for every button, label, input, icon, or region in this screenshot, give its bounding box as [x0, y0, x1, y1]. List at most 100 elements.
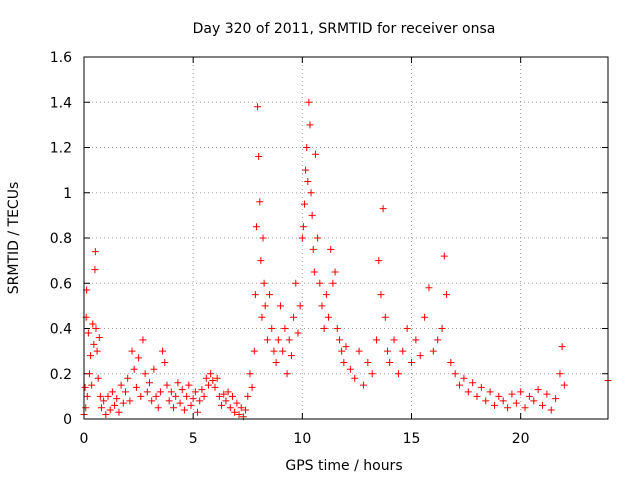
data-point [141, 370, 149, 378]
data-point [304, 177, 312, 185]
x-tick-label: 5 [189, 431, 198, 447]
y-tick-label: 0.2 [50, 367, 72, 383]
data-point [381, 313, 389, 321]
data-point [152, 392, 160, 400]
y-tick-label: 0.8 [50, 231, 72, 247]
data-point [213, 374, 221, 382]
data-point [486, 388, 494, 396]
data-point [252, 223, 260, 231]
data-point [421, 313, 429, 321]
data-point [135, 354, 143, 362]
data-point [302, 166, 310, 174]
x-tick-label: 0 [80, 431, 89, 447]
data-point [346, 365, 354, 373]
data-point [87, 352, 95, 360]
tick-labels: 0 5 10 15 20 0 0.2 0.4 0.6 0.8 1 1.2 1.4 1.6 [50, 50, 530, 447]
data-point [274, 336, 282, 344]
data-point [196, 397, 204, 405]
data-point [490, 401, 498, 409]
x-tick-label: 10 [293, 431, 311, 447]
data-point [260, 279, 268, 287]
data-point [340, 358, 348, 366]
data-point [111, 401, 119, 409]
y-tick-label: 0 [63, 412, 72, 428]
data-point [287, 352, 295, 360]
data-point [178, 386, 186, 394]
data-point [261, 302, 269, 310]
data-point [100, 397, 108, 405]
data-point [215, 392, 223, 400]
chart-title: Day 320 of 2011, SRMTID for receiver ons… [193, 21, 496, 37]
data-point [121, 388, 129, 396]
data-point [469, 379, 477, 387]
data-point [456, 381, 464, 389]
data-point [517, 388, 525, 396]
data-point [185, 381, 193, 389]
data-point [198, 386, 206, 394]
data-point [209, 377, 217, 385]
data-point [375, 257, 383, 265]
data-point [307, 189, 315, 197]
data-point [165, 397, 173, 405]
data-point [96, 392, 104, 400]
data-point [299, 223, 307, 231]
data-point [311, 150, 319, 158]
data-point [464, 388, 472, 396]
data-point [508, 390, 516, 398]
data-point [283, 370, 291, 378]
data-point [290, 313, 298, 321]
data-point [338, 347, 346, 355]
data-point [530, 397, 538, 405]
data-point [504, 404, 512, 412]
data-point [94, 374, 102, 382]
data-point [126, 397, 134, 405]
data-point [521, 404, 529, 412]
data-point [263, 336, 271, 344]
data-point [85, 370, 93, 378]
data-point [244, 392, 252, 400]
data-point [91, 248, 99, 256]
data-point [130, 365, 138, 373]
data-point [322, 291, 330, 299]
data-point [117, 381, 125, 389]
data-point [320, 325, 328, 332]
data-point [368, 370, 376, 378]
data-point [90, 340, 98, 348]
data-point [108, 388, 116, 396]
data-point [331, 268, 339, 276]
data-point [272, 358, 280, 366]
data-point [91, 266, 99, 274]
data-point [92, 325, 100, 332]
data-point [104, 392, 112, 400]
data-point [298, 234, 306, 242]
data-point [308, 211, 316, 219]
data-point [281, 325, 289, 332]
x-tick-label: 20 [512, 431, 530, 447]
data-point [266, 291, 274, 299]
data-point [183, 392, 191, 400]
data-point [93, 347, 101, 355]
data-point [355, 347, 363, 355]
data-point [386, 358, 394, 366]
data-point [377, 291, 385, 299]
data-point [194, 408, 202, 416]
data-point [161, 358, 169, 366]
data-point [558, 343, 566, 351]
data-point [460, 374, 468, 382]
y-tick-label: 1.6 [50, 50, 72, 66]
data-point [88, 381, 96, 389]
data-point [251, 291, 259, 299]
data-point [379, 205, 387, 213]
data-point [425, 284, 433, 292]
data-point [224, 388, 232, 396]
data-point [226, 404, 234, 412]
data-point [394, 370, 402, 378]
data-point [335, 336, 343, 344]
y-tick-label: 1.4 [50, 95, 72, 111]
data-point [106, 406, 114, 414]
data-point [258, 313, 266, 321]
data-point [292, 279, 300, 287]
data-point [543, 390, 551, 398]
data-point [512, 399, 520, 407]
